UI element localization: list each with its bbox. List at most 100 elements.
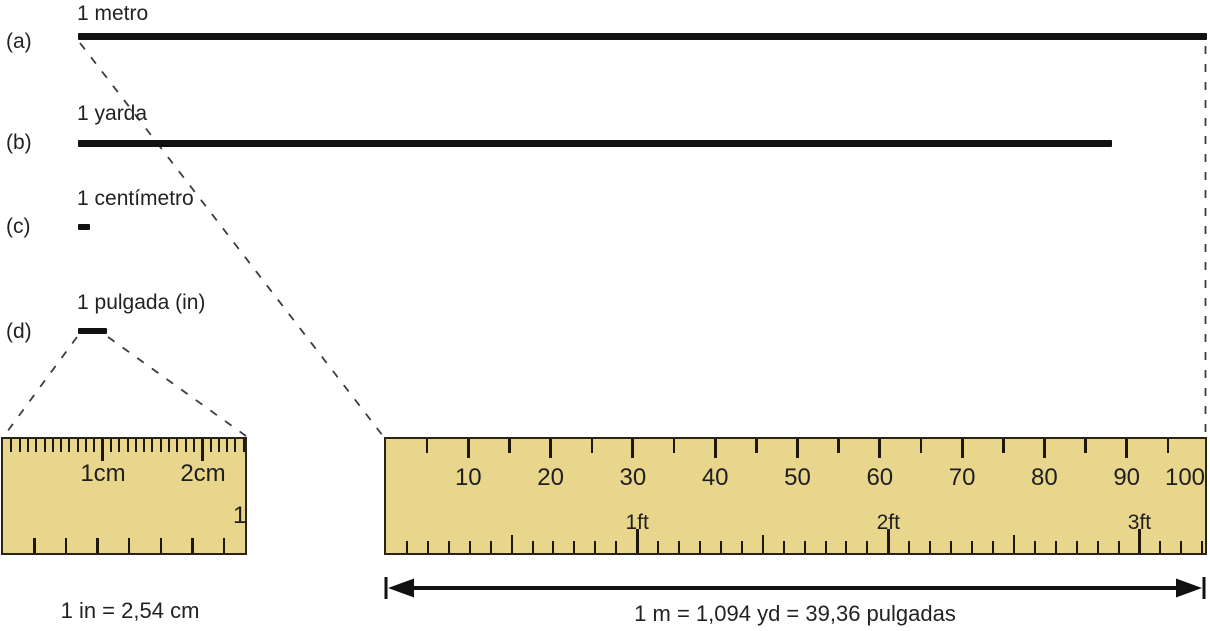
row-tag-b: (b) bbox=[6, 131, 32, 154]
cm-10-tick bbox=[796, 439, 799, 458]
magnify-dash-inch-right bbox=[107, 336, 247, 437]
cm-10-tick bbox=[878, 439, 882, 458]
inch-tick bbox=[740, 541, 743, 553]
cm-2-label: 2cm bbox=[180, 460, 226, 487]
mm-tick bbox=[159, 439, 162, 452]
inch-tick bbox=[950, 541, 953, 553]
inch-tick bbox=[782, 541, 785, 553]
inch-tick bbox=[615, 541, 618, 553]
mm-tick bbox=[68, 439, 71, 452]
length-bar-yarda bbox=[78, 140, 1112, 147]
mm-tick bbox=[43, 439, 46, 452]
caption-inch-cm: 1 in = 2,54 cm bbox=[60, 598, 200, 623]
foot-label: 1ft bbox=[625, 511, 649, 534]
mm-tick bbox=[217, 439, 220, 452]
large-ruler: 10 20 30 40 50 60 70 80 90 100 1ft 2ft 3ft bbox=[384, 437, 1207, 555]
bar-label-centimetro: 1 centímetro bbox=[77, 187, 194, 210]
cm-number-label: 40 bbox=[701, 464, 729, 491]
mm-tick bbox=[26, 439, 29, 452]
mm-tick bbox=[209, 439, 212, 452]
mm-tick bbox=[85, 439, 87, 452]
mm-tick bbox=[168, 439, 170, 452]
mm-tick bbox=[134, 439, 137, 452]
inch-tick bbox=[573, 541, 576, 553]
cm-tick bbox=[101, 439, 105, 461]
foot-tick bbox=[886, 529, 890, 553]
cm-10-tick bbox=[549, 439, 553, 458]
mm-tick bbox=[35, 439, 38, 452]
cm-10-tick bbox=[960, 439, 964, 458]
mm-tick bbox=[151, 439, 154, 452]
mm-tick bbox=[184, 439, 187, 452]
mm-tick bbox=[126, 439, 129, 452]
half-foot-tick bbox=[510, 535, 513, 553]
cm-number-label: 50 bbox=[784, 464, 811, 491]
foot-label: 2ft bbox=[876, 511, 900, 534]
row-tag-c: (c) bbox=[6, 215, 31, 238]
inch-tick bbox=[426, 541, 429, 553]
magnify-dash-inch-left bbox=[3, 336, 78, 437]
caption-meter: 1 m = 1,094 yd = 39,36 pulgadas bbox=[634, 601, 956, 626]
cm-number-label: 100 bbox=[1164, 464, 1206, 491]
half-foot-tick bbox=[761, 535, 764, 553]
inch-1-label: 1 bbox=[233, 502, 247, 529]
inch-tick bbox=[657, 541, 660, 553]
length-bar-metro bbox=[78, 33, 1207, 40]
foot-tick bbox=[1137, 529, 1141, 553]
inch-tick bbox=[594, 541, 597, 553]
cm-number-label: 60 bbox=[866, 464, 894, 491]
inch-tick bbox=[991, 541, 994, 553]
mm-tick bbox=[192, 439, 195, 452]
inch-tick bbox=[908, 541, 911, 553]
row-tag-a: (a) bbox=[6, 30, 32, 53]
cm-5-tick bbox=[590, 439, 593, 453]
inch-tick bbox=[803, 541, 806, 553]
inch-tick bbox=[1054, 541, 1057, 553]
cm-number-label: 70 bbox=[948, 464, 976, 491]
cm-5-tick bbox=[919, 439, 923, 453]
cm-5-tick bbox=[1166, 439, 1170, 453]
inch-tick bbox=[1180, 541, 1183, 553]
cm-10-tick bbox=[713, 439, 717, 458]
eighth-inch-tick bbox=[127, 538, 131, 553]
inch-tick bbox=[405, 541, 408, 553]
inch-tick bbox=[929, 541, 932, 553]
foot-label: 3ft bbox=[1127, 511, 1152, 534]
inch-tick bbox=[1117, 541, 1120, 553]
mm-tick bbox=[176, 439, 179, 452]
eighth-inch-tick bbox=[191, 538, 194, 553]
cm-number-label: 20 bbox=[537, 464, 564, 491]
mm-tick bbox=[143, 439, 146, 452]
cm-10-tick bbox=[1125, 439, 1129, 458]
inch-tick bbox=[531, 541, 534, 553]
cm-5-tick bbox=[837, 439, 840, 453]
inch-tick bbox=[719, 541, 722, 553]
cm-1-label: 1cm bbox=[80, 460, 126, 487]
mm-tick bbox=[109, 439, 112, 452]
inch-tick bbox=[845, 541, 848, 553]
bar-label-yarda: 1 yarda bbox=[77, 102, 148, 125]
inch-tick bbox=[678, 541, 681, 553]
cm-5-tick bbox=[755, 439, 758, 453]
cm-number-label: 90 bbox=[1113, 464, 1141, 491]
cm-5-tick bbox=[1084, 439, 1087, 453]
mm-tick bbox=[93, 439, 96, 452]
inch-tick bbox=[489, 541, 492, 553]
inch-tick bbox=[1096, 541, 1099, 553]
half-foot-tick bbox=[1012, 535, 1015, 553]
length-bar-pulgada bbox=[78, 328, 107, 334]
cm-10-tick bbox=[631, 439, 635, 458]
cm-number-label: 10 bbox=[454, 464, 482, 491]
inch-tick bbox=[552, 541, 555, 553]
eighth-inch-tick bbox=[64, 538, 68, 553]
inch-tick bbox=[1201, 541, 1204, 553]
cm-5-tick bbox=[425, 439, 429, 453]
inch-tick bbox=[447, 541, 450, 553]
mm-tick bbox=[18, 439, 21, 452]
cm-5-tick bbox=[672, 439, 676, 453]
mm-tick bbox=[234, 439, 237, 452]
inch-tick bbox=[1033, 541, 1036, 553]
cm-tick bbox=[200, 439, 204, 461]
cm-10-tick bbox=[1042, 439, 1046, 458]
